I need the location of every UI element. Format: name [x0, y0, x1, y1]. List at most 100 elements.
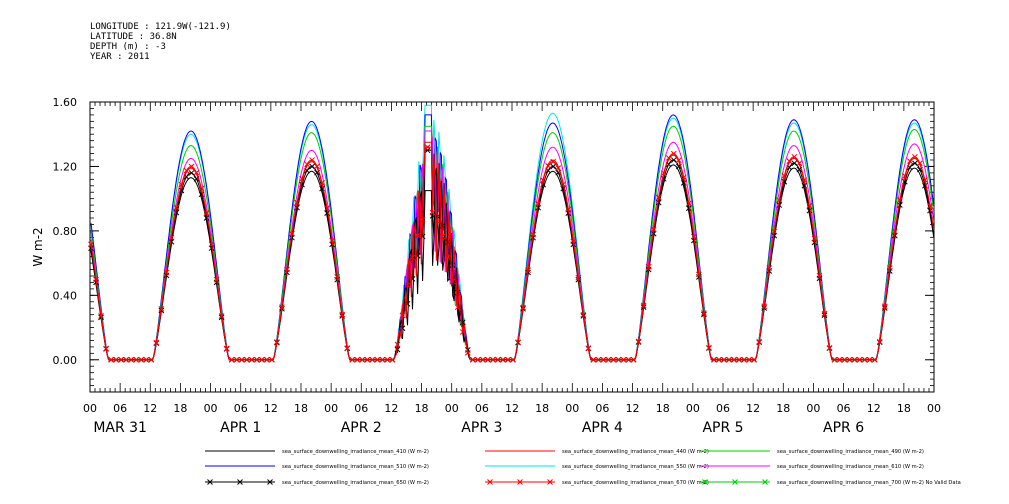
- series-marker: [464, 350, 471, 356]
- series-marker: [912, 160, 918, 167]
- series-marker: [726, 356, 732, 363]
- series-marker: [886, 265, 893, 271]
- x-hour-label: 06: [354, 402, 368, 415]
- x-day-label: APR 4: [582, 420, 623, 436]
- series-marker: [565, 206, 572, 213]
- legend-label: sea_surface_downwelling_irradiance_mean_…: [562, 480, 709, 486]
- series-marker: [314, 163, 320, 170]
- series-marker: [394, 346, 401, 353]
- x-hour-label: 00: [445, 402, 459, 415]
- legend-label: sea_surface_downwelling_irradiance_mean_…: [282, 449, 429, 455]
- series-marker: [540, 177, 547, 184]
- legend-label: sea_surface_downwelling_irradiance_mean_…: [777, 480, 961, 486]
- series-marker: [550, 158, 557, 165]
- series-marker: [811, 235, 818, 242]
- x-hour-label: 00: [686, 402, 700, 415]
- x-hour-label: 12: [143, 402, 157, 415]
- series-marker: [746, 356, 752, 363]
- series-marker: [480, 356, 486, 363]
- legend-label: sea_surface_downwelling_irradiance_mean_…: [777, 449, 924, 455]
- series-marker: [650, 226, 657, 233]
- series-marker: [459, 329, 466, 335]
- series-marker: [620, 356, 627, 363]
- series-marker: [98, 313, 104, 319]
- series-marker: [896, 202, 903, 208]
- series-marker: [545, 163, 552, 169]
- series-marker: [429, 209, 436, 216]
- x-hour-label: 18: [535, 402, 549, 415]
- series-marker: [269, 356, 275, 363]
- series-marker: [474, 356, 481, 363]
- series-marker: [168, 238, 175, 245]
- y-tick-label: 1.60: [53, 96, 78, 109]
- series-line: [90, 149, 935, 361]
- legend-marker: [762, 479, 768, 485]
- series-marker: [399, 325, 406, 332]
- series-marker: [560, 181, 567, 188]
- series-marker: [354, 356, 361, 363]
- x-hour-label: 06: [113, 402, 127, 415]
- series-marker: [716, 356, 722, 363]
- series-line: [90, 146, 935, 361]
- series-marker: [645, 263, 652, 270]
- series-marker: [660, 170, 667, 176]
- series-marker: [610, 356, 617, 363]
- series-marker: [866, 356, 873, 363]
- series-marker: [741, 356, 747, 363]
- series-marker: [500, 356, 506, 363]
- latitude-label: LATITUDE : 36.8N: [90, 32, 177, 42]
- series-marker: [927, 202, 933, 209]
- series-marker: [881, 303, 888, 310]
- series-marker: [912, 153, 918, 160]
- series-marker: [123, 356, 130, 363]
- x-hour-label: 00: [324, 402, 338, 415]
- legend-marker: [237, 479, 243, 485]
- series-marker: [248, 356, 255, 363]
- series-marker: [821, 310, 828, 317]
- series-marker: [304, 161, 310, 168]
- series-marker: [917, 160, 923, 167]
- series-marker: [771, 228, 778, 235]
- legend-marker: [547, 479, 553, 485]
- x-day-label: APR 6: [823, 420, 864, 436]
- legend-label: sea_surface_downwelling_irradiance_mean_…: [282, 480, 429, 486]
- series-marker: [274, 339, 280, 345]
- legend-marker: [702, 479, 708, 485]
- series-marker: [459, 319, 466, 326]
- depth-label: DEPTH (m) : -3: [90, 42, 166, 52]
- series-marker: [188, 170, 195, 176]
- series-marker: [711, 356, 717, 363]
- series-marker: [409, 254, 416, 261]
- series-marker: [158, 305, 165, 312]
- legend-label: sea_surface_downwelling_irradiance_mean_…: [282, 464, 429, 470]
- legend-marker: [267, 479, 273, 485]
- x-day-label: APR 2: [341, 420, 382, 436]
- x-hour-label: 00: [806, 402, 820, 415]
- series-marker: [253, 356, 260, 363]
- legend-marker: [517, 479, 523, 485]
- series-marker: [419, 216, 426, 223]
- series-marker: [871, 356, 878, 363]
- x-hour-label: 06: [234, 402, 248, 415]
- series-marker: [902, 173, 908, 179]
- series-marker: [309, 157, 315, 163]
- series-marker: [379, 356, 386, 363]
- series-marker: [696, 271, 702, 278]
- series-marker: [891, 228, 898, 235]
- series-marker: [831, 356, 838, 363]
- series-marker: [289, 230, 295, 237]
- series-marker: [454, 304, 461, 311]
- series-marker: [806, 207, 813, 214]
- series-marker: [349, 356, 356, 363]
- series-marker: [791, 153, 798, 160]
- series-marker: [927, 207, 933, 214]
- series-marker: [118, 356, 125, 363]
- legend-marker: [207, 479, 213, 485]
- series-marker: [590, 356, 597, 363]
- series-marker: [364, 356, 371, 363]
- series-marker: [841, 356, 848, 363]
- series-marker: [796, 160, 803, 167]
- series-marker: [575, 274, 582, 281]
- series-marker: [103, 345, 109, 352]
- series-marker: [143, 356, 150, 363]
